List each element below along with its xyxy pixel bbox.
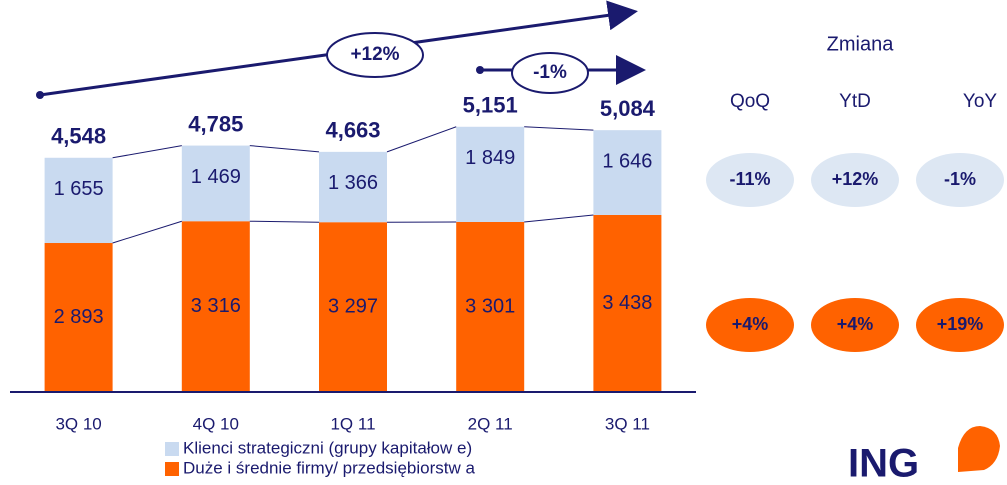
value-label: 2 893 (54, 306, 104, 328)
legend-swatch (165, 462, 179, 476)
bar-segment (593, 130, 662, 215)
x-tick-label: 3Q 11 (605, 414, 650, 433)
change-badge (916, 298, 1004, 352)
connector (112, 145, 182, 159)
change-value: +19% (937, 314, 984, 334)
total-label: 4,785 (188, 111, 243, 136)
value-label: 3 316 (191, 295, 241, 317)
change-value: +4% (732, 314, 769, 334)
x-tick-label: 4Q 10 (193, 414, 239, 433)
annotation: +12% (350, 44, 399, 65)
change-value: +4% (837, 314, 874, 334)
value-label: 1 849 (465, 147, 515, 169)
change-column: QoQ (730, 91, 770, 112)
connector (524, 126, 594, 131)
annotation: -1% (533, 62, 567, 83)
bar-segment (44, 243, 113, 392)
total-label: 4,548 (51, 124, 106, 149)
connector (112, 220, 182, 244)
bar-segment (44, 157, 113, 244)
value-label: 3 301 (465, 295, 515, 317)
connector (386, 126, 457, 153)
bar-segment (181, 145, 250, 222)
connector (249, 145, 320, 153)
legend-swatch (165, 442, 179, 456)
growth-arrow: +12% (36, 0, 638, 99)
change-badge (811, 298, 899, 352)
connector (524, 214, 594, 223)
bar-segment (456, 221, 525, 392)
logo-text: ING (848, 442, 919, 485)
bar-segment (456, 126, 525, 222)
change-column: YoY (963, 91, 997, 112)
total-label: 5,084 (600, 96, 656, 121)
total-label: 5,151 (463, 93, 518, 118)
bar-segment (593, 214, 662, 392)
value-label: 1 655 (54, 178, 104, 200)
x-tick-label: 2Q 11 (468, 414, 513, 433)
bar-segment (319, 151, 387, 223)
logo: ING (848, 426, 1000, 485)
value-label: 1 469 (191, 166, 241, 188)
total-label: 4,663 (325, 118, 380, 143)
value-label: 1 366 (328, 172, 378, 194)
value-label: 1 646 (602, 150, 652, 172)
change-value: +12% (832, 169, 879, 189)
bar-segment (181, 221, 250, 392)
legend-label: Klienci strategiczni (grupy kapitałow e) (183, 438, 472, 457)
change-arrow: -1% (476, 52, 646, 94)
x-tick-label: 1Q 11 (330, 414, 375, 433)
change-value: -11% (729, 169, 770, 189)
change-badge (916, 153, 1004, 207)
change-badge (706, 153, 794, 207)
value-label: 3 297 (328, 295, 378, 317)
changes-title: Zmiana (827, 33, 895, 55)
legend-label: Duże i średnie firmy/ przedsiębiorstw a (183, 458, 475, 477)
bar-segment (319, 222, 387, 392)
change-value: -1% (944, 169, 976, 189)
value-label: 3 438 (602, 292, 652, 314)
change-badge (811, 153, 899, 207)
change-badge (706, 298, 794, 352)
connector (249, 220, 320, 223)
change-column: YtD (839, 91, 871, 112)
x-tick-label: 3Q 10 (55, 414, 101, 433)
